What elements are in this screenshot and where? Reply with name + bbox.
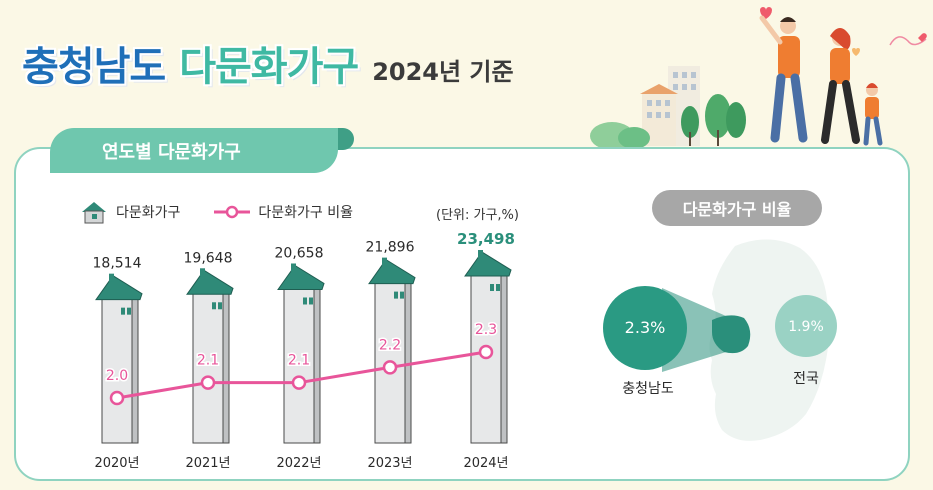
bar-building-3: 21,896 xyxy=(366,240,416,444)
unit-label: (단위: 가구,%) xyxy=(436,208,519,223)
page-title: 충청남도 다문화가구 2024년 기준 xyxy=(22,34,514,92)
bush-shape xyxy=(618,127,650,149)
bar-building-roof xyxy=(368,258,416,285)
ratio-point xyxy=(478,344,494,360)
legend-item-households: 다문화가구 xyxy=(80,200,180,224)
bar-building-front xyxy=(374,275,406,444)
ratio-point xyxy=(109,390,125,406)
legend-item-ratio: 다문화가구 비율 xyxy=(214,202,353,222)
ratio-value-label: 2.3 xyxy=(475,322,497,338)
doodle-swirl-icon xyxy=(889,36,927,46)
nation-name-label: 전국 xyxy=(793,371,819,387)
bar-building-window xyxy=(218,302,222,310)
x-tick-label: 2021년 xyxy=(185,456,230,471)
bar-building-window xyxy=(303,297,307,305)
region-name-label: 충청남도 xyxy=(622,381,674,397)
ratio-value-label: 2.0 xyxy=(106,368,128,384)
line-marker-icon xyxy=(214,205,251,219)
bar-building-window xyxy=(309,297,313,305)
person-shirt-shape xyxy=(865,97,879,119)
heart-icon xyxy=(852,48,860,56)
bar-building-window xyxy=(496,284,500,292)
ratio-point xyxy=(382,360,398,375)
bar-building-roof xyxy=(186,269,234,295)
legend-label-ratio: 다문화가구 비율 xyxy=(258,205,354,221)
legend-label-households: 다문화가구 xyxy=(116,205,181,221)
bar-building-0: 18,514 xyxy=(93,256,143,444)
person-shirt-shape xyxy=(830,48,850,84)
x-tick-label: 2023년 xyxy=(367,456,412,471)
tree-icon xyxy=(705,94,731,138)
ratio-card-title: 다문화가구 비율 xyxy=(652,190,822,226)
x-tick-label: 2022년 xyxy=(276,456,321,471)
bar-building-chimney xyxy=(200,268,205,277)
bar-building-front xyxy=(470,267,502,444)
bar-building-window xyxy=(394,291,398,299)
section-title-tab: 연도별 다문화가구 xyxy=(50,128,338,173)
bar-value-label: 20,658 xyxy=(275,245,324,261)
region-ratio-bubble xyxy=(603,286,687,370)
nation-ratio-bubble xyxy=(775,295,837,357)
bar-building-window xyxy=(121,307,125,315)
bar-building-chimney xyxy=(478,250,483,259)
bar-building-front xyxy=(192,285,224,444)
bar-building-chimney xyxy=(291,263,296,272)
bar-value-label: 23,498 xyxy=(457,230,515,248)
house-icon xyxy=(82,202,106,224)
bar-building-2: 20,658 xyxy=(275,245,325,444)
title-basis: 2024년 기준 xyxy=(372,58,514,86)
korea-map-shape xyxy=(709,239,829,441)
bar-building-window xyxy=(127,307,131,315)
tab-fold xyxy=(334,128,354,150)
bar-building-roof xyxy=(277,264,325,290)
ratio-point xyxy=(291,375,307,390)
bar-value-label: 21,896 xyxy=(366,240,415,256)
bar-building-1: 19,648 xyxy=(184,250,234,444)
bar-value-label: 18,514 xyxy=(93,256,142,272)
x-tick-label: 2024년 xyxy=(463,456,508,471)
family-illustration xyxy=(590,7,927,150)
title-region: 충청남도 xyxy=(22,44,166,90)
tree-icon xyxy=(681,106,699,138)
person-shirt-shape xyxy=(778,36,800,78)
bar-building-window xyxy=(400,291,404,299)
region-ratio-value: 2.3% xyxy=(625,318,666,337)
bar-building-chimney xyxy=(382,257,387,266)
title-topic: 다문화가구 xyxy=(179,44,359,90)
bar-building-window xyxy=(490,284,494,292)
chart-legend: 다문화가구 다문화가구 비율 xyxy=(80,200,387,224)
bar-building-roof xyxy=(95,274,143,301)
bar-building-4: 23,498 xyxy=(457,230,515,444)
ratio-value-label: 2.1 xyxy=(288,353,310,369)
bar-building-window xyxy=(212,302,216,310)
tree-icon xyxy=(726,102,746,138)
bar-building-chimney xyxy=(109,273,114,282)
ratio-point xyxy=(200,375,216,390)
x-tick-label: 2020년 xyxy=(94,456,139,471)
bar-value-label: 19,648 xyxy=(184,250,233,266)
ratio-value-label: 2.2 xyxy=(379,337,401,353)
ratio-value-label: 2.1 xyxy=(197,353,219,369)
heart-icon xyxy=(918,33,927,42)
nation-ratio-value: 1.9% xyxy=(788,319,824,335)
building-roof-shape xyxy=(640,84,678,94)
bar-building-roof xyxy=(464,251,512,277)
